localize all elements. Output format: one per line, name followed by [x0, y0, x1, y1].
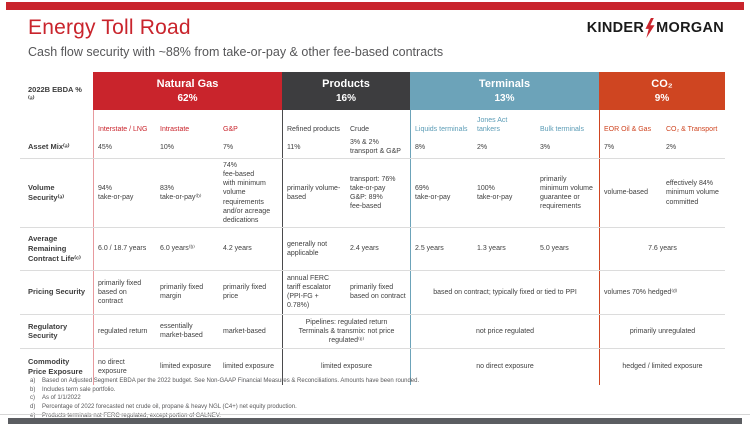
col-label-bulk-terminals: Bulk terminals — [540, 125, 584, 133]
cell-pricing-interstate: primarily fixed based on contract — [93, 270, 156, 314]
footnote-e: e) Products terminals not FERC regulated… — [30, 412, 221, 419]
lightning-bolt-icon — [644, 18, 656, 38]
cell-commodity-intrastate: limited exposure — [160, 363, 211, 371]
col-label-refined-products: Refined products — [282, 110, 346, 136]
cell-regulatory-terminals: not price regulated — [410, 314, 599, 348]
cell-regulatory-co2: primarily unregulated — [599, 314, 725, 348]
row-regulatory-security: Regulatory Security regulated return ess… — [20, 314, 725, 349]
footnote-c: c) As of 1/1/2022 — [30, 395, 81, 402]
pricing-security-row-label: Pricing Security — [28, 287, 86, 297]
volume-security-row-label: Volume Security⁽ᵃ⁾ — [28, 183, 65, 203]
cell-volume-co2-transport: effectively 84% minimum volume committed — [666, 180, 719, 206]
cell-pricing-crude: primarily fixed based on contract — [350, 284, 406, 301]
cell-commodity-co2: hedged / limited exposure — [599, 348, 725, 385]
footnote-d: d) Percentage of 2022 forecasted net cru… — [30, 404, 297, 411]
cell-pricing-refined: annual FERC tariff escalator (PPI-FG + 0… — [282, 270, 346, 314]
footnotes: a) Based on Adjusted Segment EBDA per th… — [30, 377, 419, 420]
cell-volume-eor: volume-based — [599, 159, 662, 227]
cell-volume-bulk: primarily minimum volume guarantee or re… — [540, 175, 593, 211]
logo-text-kinder: KINDER — [586, 20, 645, 36]
segment-header-products: Products 16% — [282, 72, 410, 110]
cell-pricing-intrastate: primarily fixed margin — [160, 284, 204, 301]
col-label-liquids-terminals: Liquids terminals — [410, 110, 473, 136]
ebda-row-label: 2022B EBDA %⁽ᵃ⁾ — [28, 84, 82, 104]
cell-contract-co2: 7.6 years — [599, 227, 725, 270]
segment-comparison-table: 2022B EBDA %⁽ᵃ⁾ Natural Gas 62% Products… — [20, 72, 725, 385]
cell-asset-mix-crude: 3% & 2% transport & G&P — [350, 139, 401, 156]
cell-regulatory-products: Pipelines: regulated return Terminals & … — [282, 314, 410, 348]
cell-commodity-interstate: no direct exposure — [93, 348, 156, 385]
cell-volume-crude: transport: 76% take-or-pay G&P: 89% fee-… — [350, 175, 396, 211]
cell-contract-bulk: 5.0 years — [540, 245, 569, 253]
row-subcolumn-labels: Interstate / LNG Intrastate G&P Refined … — [20, 110, 725, 136]
cell-asset-mix-co2-transport: 2% — [666, 143, 677, 151]
logo-text-morgan: MORGAN — [656, 20, 724, 36]
col-label-gp: G&P — [223, 125, 238, 133]
cell-contract-liquids: 2.5 years — [410, 227, 473, 270]
cell-regulatory-intrastate: essentially market-based — [160, 323, 203, 340]
top-accent-bar — [6, 2, 744, 10]
cell-commodity-gp: limited exposure — [223, 363, 274, 371]
cell-asset-mix-eor: 7% — [599, 136, 662, 159]
cell-contract-jones-act: 1.3 years — [477, 245, 506, 253]
col-label-eor-oil-gas: EOR Oil & Gas — [599, 110, 662, 136]
row-commodity-exposure: Commodity Price Exposure no direct expos… — [20, 348, 725, 385]
cell-pricing-gp: primarily fixed price — [223, 284, 267, 301]
row-volume-security: Volume Security⁽ᵃ⁾ 94% take-or-pay 83% t… — [20, 159, 725, 228]
cell-asset-mix-gp: 7% — [223, 143, 234, 151]
cell-asset-mix-intrastate: 10% — [160, 143, 175, 151]
asset-mix-row-label: Asset Mix⁽ᵃ⁾ — [28, 142, 70, 152]
footnote-b: b) Includes term sale portfolio. — [30, 386, 116, 393]
row-contract-life: Average Remaining Contract Life⁽ᶜ⁾ 6.0 /… — [20, 227, 725, 271]
footer-divider-line — [0, 414, 750, 415]
cell-pricing-co2: volumes 70% hedged⁽ᵈ⁾ — [599, 270, 725, 314]
cell-asset-mix-bulk: 3% — [540, 143, 551, 151]
cell-regulatory-gp: market-based — [223, 327, 266, 335]
segment-header-co2: CO₂ 9% — [599, 72, 725, 110]
contract-life-row-label: Average Remaining Contract Life⁽ᶜ⁾ — [28, 234, 81, 263]
cell-contract-interstate: 6.0 / 18.7 years — [93, 227, 156, 270]
cell-asset-mix-refined: 11% — [282, 136, 346, 159]
kinder-morgan-logo: KINDER MORGAN — [587, 18, 724, 38]
cell-commodity-products: limited exposure — [282, 348, 410, 385]
page-title: Energy Toll Road — [28, 16, 191, 39]
cell-contract-crude: 2.4 years — [350, 245, 379, 253]
cell-commodity-terminals: no direct exposure — [410, 348, 599, 385]
cell-contract-refined: generally not applicable — [282, 227, 346, 270]
cell-contract-gp: 4.2 years — [223, 245, 252, 253]
row-segment-headers: 2022B EBDA %⁽ᵃ⁾ Natural Gas 62% Products… — [20, 72, 725, 110]
col-label-intrastate: Intrastate — [160, 125, 190, 133]
cell-volume-refined: primarily volume-based — [282, 159, 346, 227]
cell-volume-interstate: 94% take-or-pay — [93, 159, 156, 227]
cell-volume-intrastate: 83% take-or-pay⁽ᵇ⁾ — [160, 184, 202, 202]
cell-asset-mix-interstate: 45% — [93, 136, 156, 159]
segment-header-natural-gas: Natural Gas 62% — [93, 72, 282, 110]
cell-volume-jones-act: 100% take-or-pay — [477, 184, 513, 202]
row-pricing-security: Pricing Security primarily fixed based o… — [20, 270, 725, 315]
bottom-accent-bar — [8, 418, 742, 424]
cell-asset-mix-jones-act: 2% — [477, 143, 488, 151]
cell-regulatory-interstate: regulated return — [93, 314, 156, 348]
cell-pricing-terminals: based on contract; typically fixed or ti… — [410, 270, 599, 314]
col-label-crude: Crude — [350, 125, 370, 133]
segment-header-terminals: Terminals 13% — [410, 72, 599, 110]
regulatory-security-row-label: Regulatory Security — [28, 321, 68, 341]
cell-volume-liquids: 69% take-or-pay — [410, 159, 473, 227]
commodity-exposure-row-label: Commodity Price Exposure — [28, 357, 83, 376]
cell-volume-gp: 74% fee-based with minimum volume requir… — [223, 162, 271, 224]
col-label-jones-act-tankers: Jones Act tankers — [477, 117, 508, 133]
cell-asset-mix-liquids: 8% — [410, 136, 473, 159]
col-label-co2-transport: CO₂ & Transport — [666, 125, 718, 133]
footnote-a: a) Based on Adjusted Segment EBDA per th… — [30, 378, 420, 384]
row-asset-mix: Asset Mix⁽ᵃ⁾ 45% 10% 7% 11% 3% & 2% tran… — [20, 136, 725, 160]
col-label-interstate-lng: Interstate / LNG — [93, 110, 156, 136]
page-subtitle: Cash flow security with ~88% from take-o… — [28, 45, 444, 59]
cell-contract-intrastate: 6.0 years⁽ᵇ⁾ — [160, 245, 195, 253]
